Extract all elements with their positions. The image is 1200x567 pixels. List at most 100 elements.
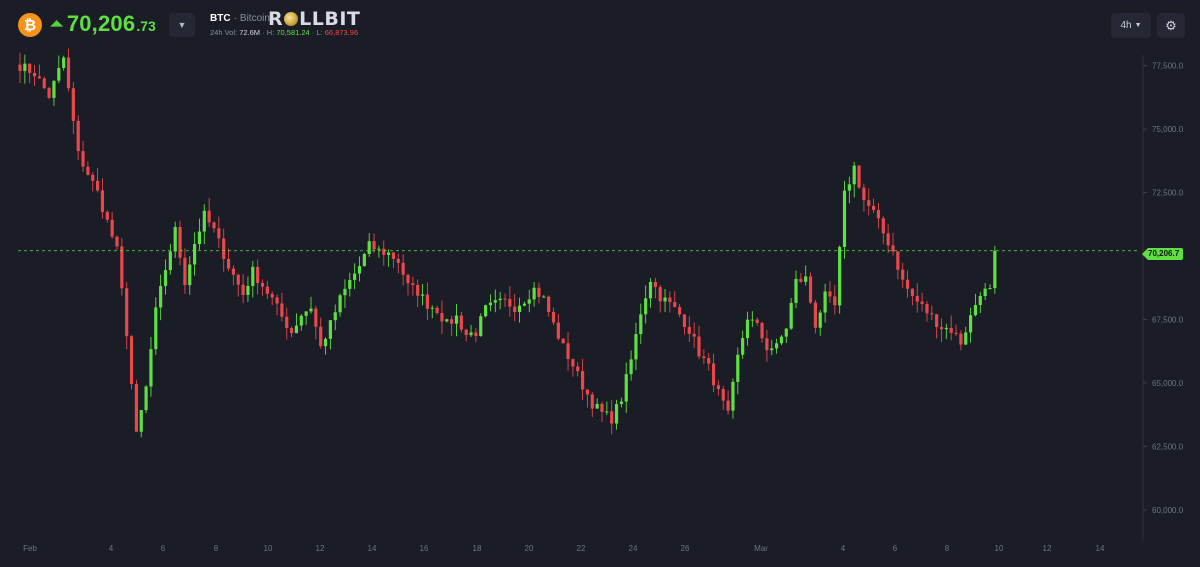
candle-body [954,332,958,334]
candle-body [983,288,987,297]
candle-body [939,327,944,330]
candle-body [290,328,294,334]
candle-body [314,308,318,327]
candle-body [644,298,648,315]
candle-body [202,210,206,232]
x-tick-label: 4 [841,544,846,553]
candle-body [275,297,279,304]
candle-body [134,384,138,432]
candle-body [881,218,885,234]
candle-body [648,281,653,299]
candle-body [600,403,604,412]
x-tick-label: Mar [754,544,768,553]
candle-body [139,410,143,432]
candle-body [52,80,56,98]
candle-body [96,180,100,191]
candle-body [789,302,793,329]
candle-body [750,319,754,321]
candle-body [391,252,396,259]
brand-prefix: R [268,8,284,30]
candle-body [411,283,415,285]
candle-body [207,210,211,223]
candle-body [716,385,720,389]
x-tick-label: 4 [109,544,114,553]
candle-body [294,325,299,334]
candle-body [590,394,594,409]
x-tick-label: 8 [214,544,219,553]
timeframe-label: 4h [1120,20,1132,31]
candle-body [770,348,774,351]
candle-body [430,307,434,309]
candle-body [765,338,769,351]
candle-body [57,67,61,81]
candle-body [857,165,861,188]
candle-body [367,241,371,254]
candle-body [387,252,391,255]
candle-body [808,276,813,303]
candle-body [910,288,914,296]
candle-body [532,287,536,300]
candle-body [503,298,507,300]
candle-body [687,326,691,334]
y-tick-label: 72,500.0 [1152,189,1184,198]
candle-body [401,262,405,275]
candle-body [382,248,386,255]
candle-body [517,305,522,312]
y-tick-label: 62,500.0 [1152,442,1184,451]
price-integer: 70,206 [66,11,136,36]
candle-body [944,327,948,330]
candle-body [450,319,454,324]
x-tick-label: 26 [681,544,690,553]
market-select-button[interactable]: ▼ [169,13,195,37]
candle-body [285,316,289,329]
candle-body [231,268,235,275]
candle-body [42,78,46,89]
candle-body [338,295,342,313]
caret-down-icon: ▼ [177,20,187,30]
x-tick-label: 20 [525,544,534,553]
price-decimals: .73 [136,18,156,34]
x-tick-label: 24 [629,544,638,553]
x-tick-label: 6 [161,544,166,553]
symbol-ticker: BTC [210,13,231,24]
candle-body [973,304,978,316]
candle-body [726,400,730,411]
candle-body [236,274,240,285]
candle-body [154,307,158,350]
settings-button[interactable]: ⚙ [1157,13,1185,38]
candle-body [178,227,182,258]
candle-body [76,120,80,152]
candle-body [105,211,109,220]
candle-body [91,174,95,181]
x-tick-label: 10 [264,544,273,553]
candle-body [246,285,250,295]
x-tick-label: 16 [420,544,429,553]
x-tick-label: 14 [1096,544,1105,553]
candle-body [226,259,231,269]
candle-body [23,63,27,71]
candle-body [498,298,502,301]
candle-body [343,288,347,296]
candle-body [454,315,459,324]
candle-body [212,222,216,229]
candle-body [440,313,444,322]
candle-body [537,287,541,297]
candle-body [469,332,473,336]
candle-body [678,307,682,315]
symbol-name: Bitcoin [239,13,270,24]
candle-body [348,279,352,289]
candle-body [197,231,202,245]
candle-body [828,291,832,297]
candle-body [377,248,381,250]
bitcoin-icon: ₿ [18,13,42,37]
candle-body [309,308,313,312]
candle-body [707,358,711,364]
candle-body [697,336,701,357]
candle-body [217,228,221,239]
candle-body [81,151,85,167]
candle-body [86,166,90,175]
y-tick-label: 77,500.0 [1152,62,1184,71]
timeframe-select[interactable]: 4h ▼ [1111,13,1151,38]
candle-body [353,273,357,280]
